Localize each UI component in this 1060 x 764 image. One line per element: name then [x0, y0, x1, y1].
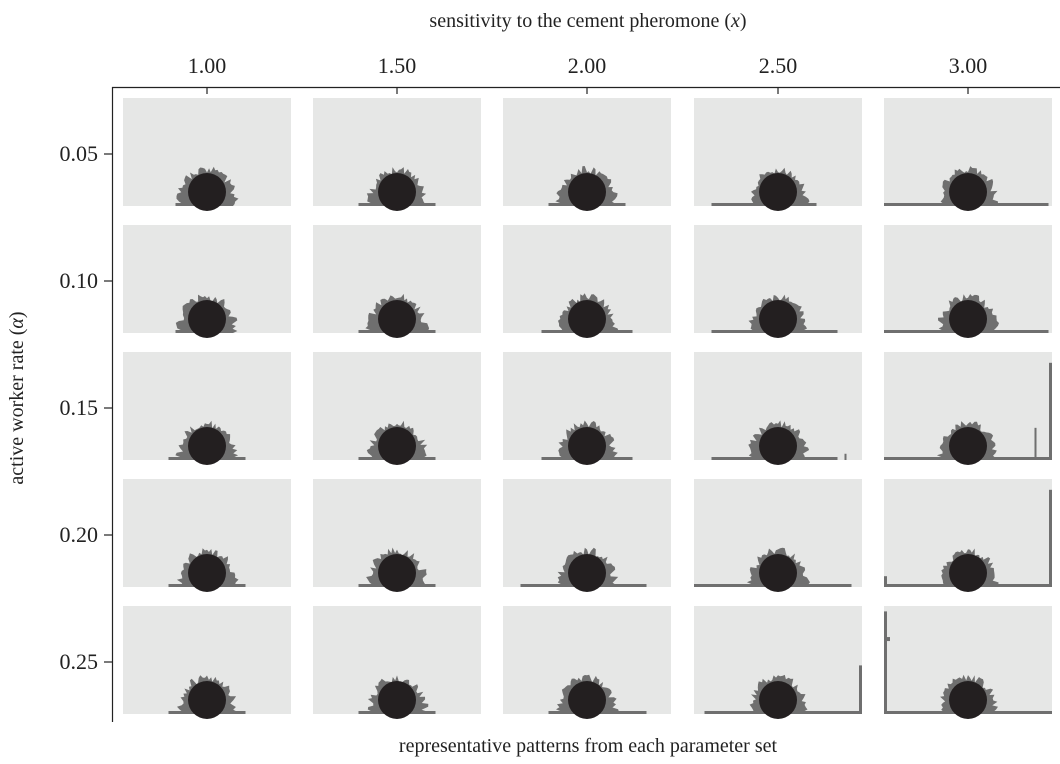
pattern-panel	[694, 352, 862, 465]
pattern-panel	[694, 606, 862, 719]
row-tick-label: 0.25	[60, 649, 99, 674]
core-disc	[759, 300, 797, 338]
core-disc	[378, 681, 416, 719]
core-disc	[759, 554, 797, 592]
panel-grid	[123, 98, 1052, 719]
pattern-panel	[123, 98, 291, 211]
core-disc	[188, 681, 226, 719]
pattern-panel	[313, 479, 481, 592]
pattern-panel	[503, 98, 671, 211]
core-disc	[378, 427, 416, 465]
column-tick-label: 3.00	[949, 53, 988, 78]
core-disc	[568, 427, 606, 465]
pattern-panel	[884, 225, 1052, 338]
core-disc	[188, 554, 226, 592]
core-disc	[759, 427, 797, 465]
core-disc	[759, 681, 797, 719]
pattern-panel	[123, 352, 291, 465]
core-disc	[188, 427, 226, 465]
core-disc	[568, 681, 606, 719]
core-disc	[188, 300, 226, 338]
column-tick-label: 1.00	[188, 53, 227, 78]
row-ticks: 0.05 0.10 0.15 0.20 0.25	[60, 141, 113, 674]
core-disc	[378, 554, 416, 592]
pattern-panel	[503, 225, 671, 338]
core-disc	[949, 554, 987, 592]
core-disc	[378, 300, 416, 338]
left-wall	[884, 611, 887, 714]
core-disc	[568, 554, 606, 592]
pattern-panel	[884, 352, 1052, 465]
core-disc	[188, 173, 226, 211]
pattern-panel	[694, 98, 862, 211]
core-disc	[759, 173, 797, 211]
pattern-panel	[884, 479, 1052, 592]
row-tick-label: 0.10	[60, 268, 99, 293]
pattern-panel	[313, 225, 481, 338]
pattern-panel	[503, 479, 671, 592]
right-wall	[859, 665, 862, 714]
row-tick-label: 0.05	[60, 141, 99, 166]
core-disc	[949, 427, 987, 465]
wall-stub	[887, 637, 890, 642]
column-tick-label: 2.50	[759, 53, 798, 78]
core-disc	[949, 681, 987, 719]
left-wall	[884, 576, 887, 587]
pattern-panel	[503, 352, 671, 465]
pattern-panel	[503, 606, 671, 719]
pattern-panel	[313, 352, 481, 465]
pattern-panel	[123, 606, 291, 719]
pattern-panel	[123, 479, 291, 592]
wall-stub	[844, 453, 847, 460]
pattern-panel	[884, 606, 1052, 719]
column-tick-label: 2.00	[568, 53, 607, 78]
core-disc	[568, 300, 606, 338]
core-disc	[949, 300, 987, 338]
column-ticks: 1.00 1.50 2.00 2.50 3.00	[188, 53, 988, 94]
left-axis-title: active worker rate (α)	[6, 311, 28, 484]
core-disc	[378, 173, 416, 211]
right-wall	[1049, 362, 1052, 460]
pattern-panel	[694, 225, 862, 338]
row-tick-label: 0.20	[60, 522, 99, 547]
right-wall	[1049, 489, 1052, 587]
top-axis-title: sensitivity to the cement pheromone (x)	[429, 10, 746, 32]
bottom-caption: representative patterns from each parame…	[399, 735, 778, 757]
pattern-panel	[884, 98, 1052, 211]
row-tick-label: 0.15	[60, 395, 99, 420]
pattern-panel	[313, 98, 481, 211]
pattern-panel	[694, 479, 862, 592]
column-tick-label: 1.50	[378, 53, 417, 78]
core-disc	[949, 173, 987, 211]
pattern-panel	[123, 225, 291, 338]
core-disc	[568, 173, 606, 211]
pattern-panel	[313, 606, 481, 719]
wall-stub	[1034, 427, 1037, 460]
